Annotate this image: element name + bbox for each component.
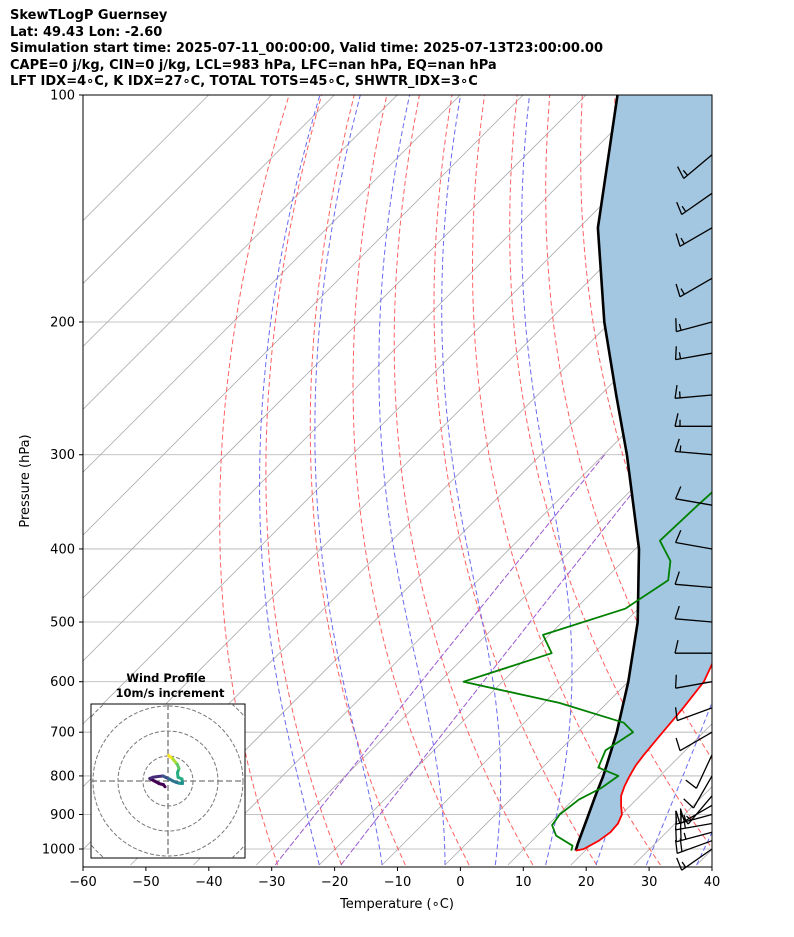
- parcel-profile-line: [574, 95, 641, 851]
- isotherm-line: [83, 95, 587, 599]
- x-tick-label: −60: [69, 875, 96, 890]
- cape-line: CAPE=0 j/kg, CIN=0 j/kg, LCL=983 hPa, LF…: [10, 57, 497, 73]
- wind-barb: [674, 438, 713, 456]
- dry-adiabat: [580, 95, 712, 667]
- wind-barb: [674, 640, 712, 654]
- x-tick-label: −40: [195, 875, 222, 890]
- moist-adiabat: [441, 95, 502, 866]
- x-tick-label: −10: [384, 875, 411, 890]
- wind-barb: [679, 795, 713, 825]
- wind-barb: [674, 413, 712, 427]
- wind-barb: [685, 754, 713, 789]
- y-tick-label: 700: [50, 726, 75, 741]
- hodograph-subtitle: 10m/s increment: [116, 686, 225, 700]
- y-axis: 100 200 300 400 500 600 700 800 900 1000: [42, 89, 83, 858]
- y-tick-label: 300: [50, 448, 75, 463]
- dry-adiabat: [393, 95, 534, 866]
- wind-barb: [674, 707, 713, 722]
- y-tick-label: 400: [50, 542, 75, 557]
- x-tick-label: 10: [515, 875, 532, 890]
- isotherm-line: [83, 95, 398, 410]
- wind-barb: [675, 318, 713, 333]
- moist-adiabat: [314, 95, 383, 866]
- isotherm-line: [83, 95, 524, 536]
- isotherm-line: [83, 95, 712, 725]
- wind-barb: [675, 529, 713, 550]
- isotherm-line: [130, 282, 712, 866]
- x-tick-label: 30: [641, 875, 658, 890]
- wind-barb: [674, 346, 713, 361]
- isotherm-line: [83, 95, 335, 347]
- isotherm-line: [444, 597, 712, 866]
- hodograph-title: Wind Profile: [126, 671, 206, 685]
- wind-barb: [676, 192, 713, 216]
- wind-barb: [675, 227, 713, 247]
- moist-adiabat: [378, 95, 446, 865]
- isotherm-line: [83, 95, 650, 662]
- dry-adiabat: [778, 95, 794, 865]
- x-tick-label: 40: [704, 875, 721, 890]
- dewpoint-line: [462, 491, 712, 851]
- x-tick-label: −50: [132, 875, 159, 890]
- dry-adiabat: [433, 95, 598, 866]
- moist-adiabat: [521, 95, 573, 866]
- y-tick-label: 100: [50, 89, 75, 104]
- dry-adiabat: [471, 95, 661, 866]
- cape-shading: [575, 95, 712, 851]
- y-tick-label: 800: [50, 769, 75, 784]
- chart-header: SkewTLogP Guernsey Lat: 49.43 Lon: -2.60…: [10, 8, 603, 91]
- isotherm-line: [256, 408, 712, 866]
- y-tick-label: 600: [50, 675, 75, 690]
- wind-barb: [675, 277, 713, 298]
- y-tick-label: 1000: [42, 843, 75, 858]
- wind-barb: [675, 486, 713, 506]
- hodograph-segment: [167, 753, 171, 758]
- dry-adiabat: [745, 95, 794, 865]
- dry-adiabat: [309, 95, 406, 866]
- wind-barb: [677, 154, 713, 179]
- dry-adiabat: [265, 95, 343, 866]
- dry-adiabat: [352, 95, 470, 866]
- dry-adiabat: [219, 95, 290, 866]
- x-tick-label: −20: [321, 875, 348, 890]
- isotherm-line: [318, 471, 712, 866]
- chart-title: SkewTLogP Guernsey: [10, 8, 168, 23]
- dry-adiabat: [509, 95, 712, 850]
- x-axis-label: Temperature (∘C): [339, 897, 454, 912]
- isotherm-line: [83, 95, 461, 473]
- mixing-ratio-line: [274, 454, 606, 866]
- y-tick-label: 900: [50, 808, 75, 823]
- x-tick-label: 20: [578, 875, 595, 890]
- dry-adiabat: [713, 95, 794, 865]
- hodograph: Wind Profile 10m/s increment: [90, 671, 246, 859]
- y-tick-label: 500: [50, 616, 75, 631]
- wind-barb: [683, 775, 713, 809]
- temperature-line: [575, 662, 712, 852]
- location-line: Lat: 49.43 Lon: -2.60: [10, 24, 163, 40]
- isotherm-line: [193, 345, 712, 866]
- wind-barb: [674, 571, 713, 589]
- moist-adiabat: [645, 700, 712, 866]
- wind-barb: [675, 731, 713, 752]
- index-line: LFT IDX=4∘C, K IDX=27∘C, TOTAL TOTS=45∘C…: [10, 74, 478, 89]
- wind-barbs: [674, 154, 713, 871]
- wind-barb: [674, 385, 713, 399]
- y-tick-label: 200: [50, 315, 75, 330]
- x-tick-label: 0: [456, 875, 464, 890]
- wind-barb: [674, 674, 713, 689]
- mixing-ratio-line: [340, 454, 664, 866]
- y-axis-label: Pressure (hPa): [18, 434, 33, 527]
- wind-barb: [674, 605, 713, 623]
- isotherm-line: [570, 723, 712, 866]
- wind-barb: [675, 809, 713, 825]
- wind-barb: [675, 827, 713, 843]
- x-axis: −60 −50 −40 −30 −20 −10 0 10 20 30 40: [69, 867, 720, 890]
- moist-adiabat: [259, 95, 321, 866]
- isotherm-line: [381, 534, 712, 866]
- time-line: Simulation start time: 2025-07-11_00:00:…: [10, 41, 603, 56]
- isotherm-line: [83, 95, 272, 285]
- x-tick-label: −30: [258, 875, 285, 890]
